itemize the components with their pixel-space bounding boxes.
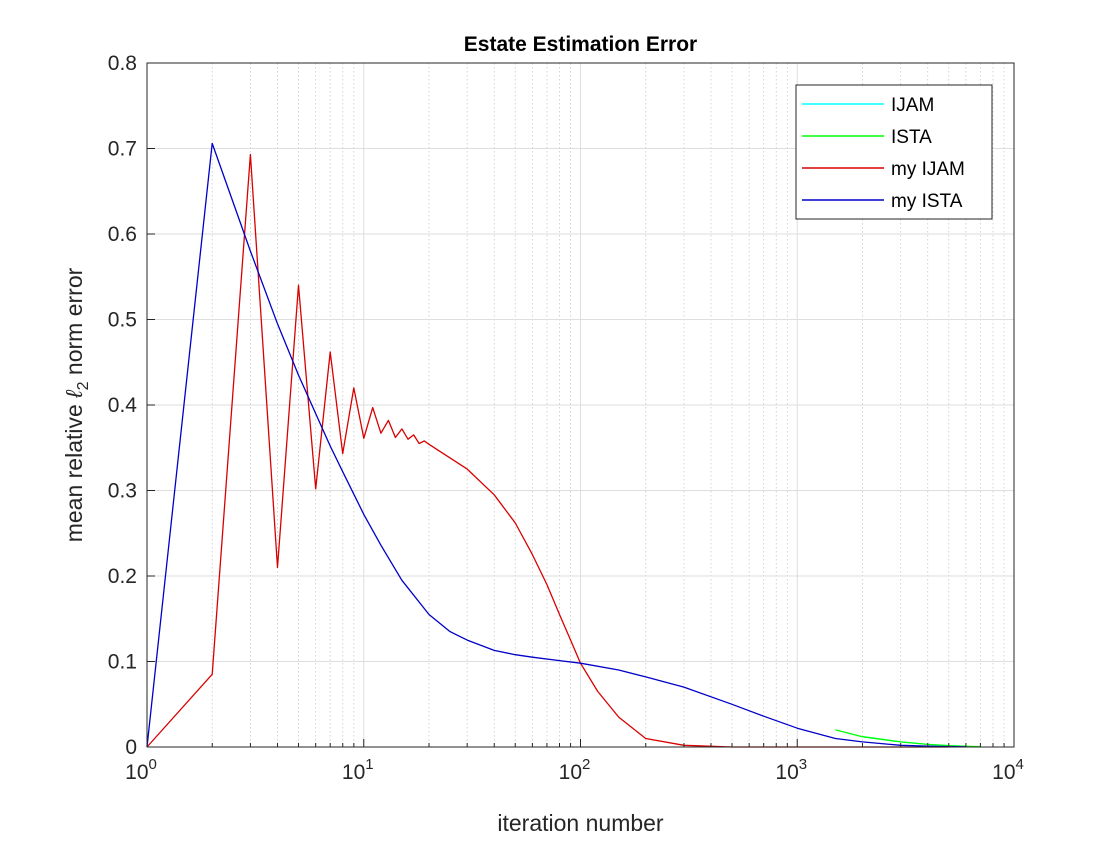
x-tick-exponent: 3 — [799, 756, 807, 773]
y-tick-label: 0.6 — [108, 223, 137, 246]
legend-label-ista: ISTA — [891, 127, 932, 148]
y-tick-label: 0.7 — [108, 138, 137, 161]
x-tick-exponent: 4 — [1016, 756, 1024, 773]
x-tick-exponent: 1 — [365, 756, 373, 773]
legend-box — [795, 84, 993, 220]
y-axis-label-prefix: mean relative — [61, 398, 87, 542]
y-axis-label-symbol: ℓ — [61, 389, 87, 399]
x-tick-label: 100 — [125, 756, 157, 784]
series-line-ista — [835, 729, 981, 748]
y-tick-label: 0.5 — [108, 309, 137, 332]
y-tick-label: 0.1 — [108, 651, 137, 674]
x-tick-base: 10 — [559, 761, 582, 784]
x-tick-label: 101 — [342, 756, 374, 784]
y-axis-label: mean relative ℓ2 norm error — [61, 267, 92, 542]
y-tick-label: 0.4 — [108, 394, 138, 417]
legend-label-my-ijam: my IJAM — [891, 159, 965, 180]
y-tick-label: 0.8 — [108, 52, 137, 75]
x-tick-label: 104 — [992, 756, 1024, 784]
legend-label-my-ista: my ISTA — [891, 191, 963, 212]
y-tick-label: 0.3 — [108, 480, 137, 503]
chart-title: Estate Estimation Error — [464, 33, 697, 56]
x-tick-exponent: 2 — [582, 756, 590, 773]
y-axis-label-subscript: 2 — [75, 381, 92, 390]
legend-label-ijam: IJAM — [891, 95, 934, 116]
y-tick-label: 0.2 — [108, 565, 137, 588]
series-line-ijam — [862, 736, 966, 747]
legend: IJAM ISTA my IJAM my ISTA — [795, 84, 993, 220]
x-tick-base: 10 — [992, 761, 1015, 784]
x-tick-base: 10 — [775, 761, 798, 784]
x-tick-base: 10 — [125, 761, 148, 784]
x-tick-label: 103 — [775, 756, 807, 784]
x-axis-label: iteration number — [497, 810, 664, 836]
x-tick-base: 10 — [342, 761, 365, 784]
y-tick-label: 0 — [125, 736, 137, 759]
x-tick-exponent: 0 — [149, 756, 157, 773]
series-line-my-ista — [146, 142, 966, 748]
series-line-my-ijam — [146, 153, 949, 748]
x-tick-label: 102 — [559, 756, 591, 784]
y-axis-label-suffix: norm error — [61, 267, 87, 381]
